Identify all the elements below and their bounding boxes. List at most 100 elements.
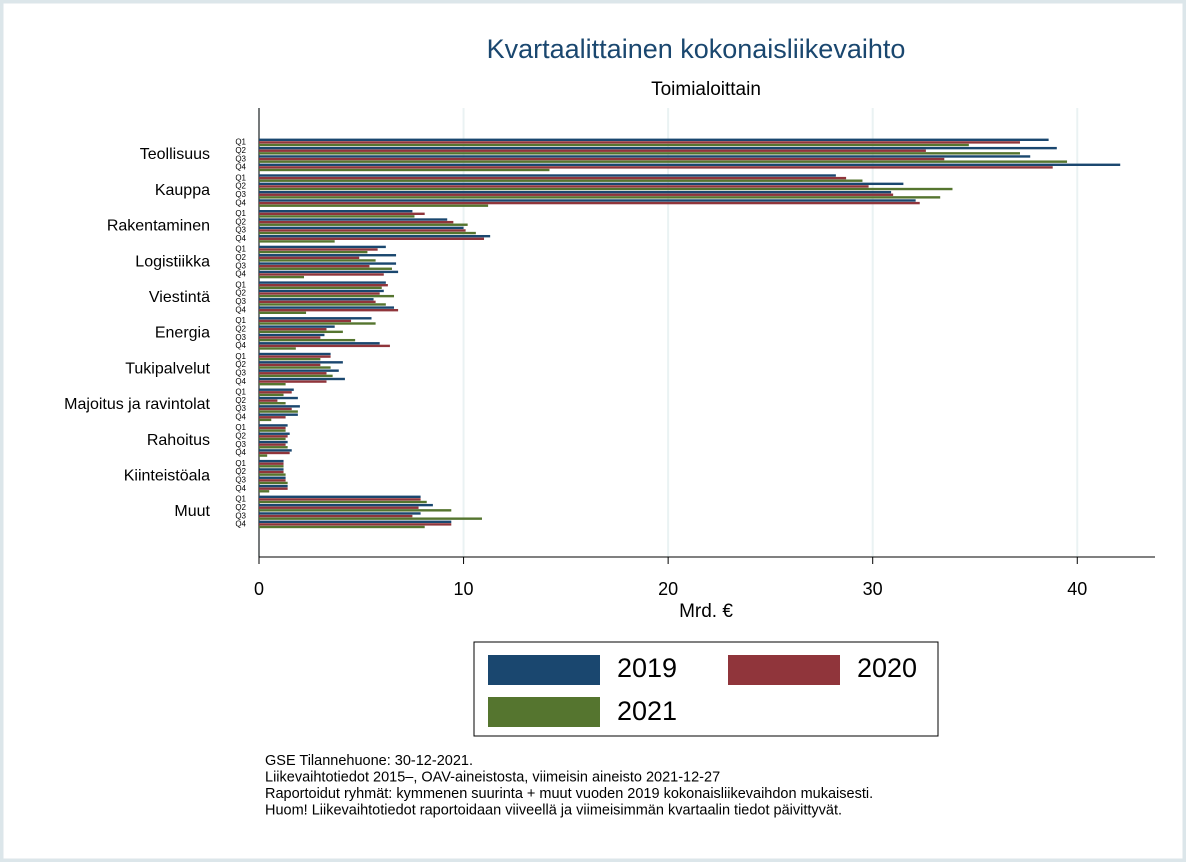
bar: [259, 426, 286, 430]
quarter-label: Q4: [235, 448, 246, 457]
bar: [259, 495, 421, 498]
quarter-label: Q2: [235, 182, 246, 191]
quarter-label: Q3: [235, 190, 246, 199]
bar: [259, 377, 345, 381]
quarter-label: Q2: [235, 217, 246, 226]
bar: [259, 449, 292, 452]
bar: [259, 303, 386, 306]
bar: [259, 215, 415, 218]
bar: [259, 229, 466, 232]
bar: [259, 163, 1121, 166]
quarter-label: Q4: [235, 520, 246, 529]
quarter-label: Q4: [235, 377, 246, 386]
bar: [259, 325, 335, 328]
group-label: Muut: [174, 503, 210, 520]
group-label: Rahoitus: [147, 432, 210, 449]
bar: [259, 418, 272, 422]
quarter-label: Q3: [235, 226, 246, 235]
quarter-label: Q1: [235, 423, 246, 432]
bar: [259, 138, 1049, 141]
quarter-label: Q2: [235, 324, 246, 333]
bar: [259, 514, 413, 518]
bar: [259, 481, 288, 485]
bar: [259, 336, 321, 339]
bar: [259, 462, 284, 465]
bar: [259, 503, 433, 507]
group-label: Energia: [155, 325, 210, 342]
bar: [259, 361, 343, 364]
bar: [259, 201, 920, 205]
bar: [259, 298, 374, 301]
bar: [259, 372, 327, 375]
bar: [259, 451, 290, 455]
group-label: Kauppa: [155, 182, 210, 199]
bar: [259, 212, 425, 215]
quarter-label: Q2: [235, 253, 246, 262]
bar: [259, 476, 286, 479]
note: Liikevaihtotiedot 2015–, OAV-aineistosta…: [265, 769, 720, 785]
bar: [259, 174, 836, 177]
bar: [259, 141, 1020, 144]
group-label: Logistiikka: [135, 253, 210, 270]
bar: [259, 143, 969, 147]
quarter-label: Q2: [235, 503, 246, 512]
quarter-label: Q2: [235, 146, 246, 155]
bar: [259, 328, 327, 331]
bar: [259, 393, 284, 397]
bar: [259, 490, 270, 493]
bar: [259, 333, 325, 337]
bar: [259, 399, 278, 402]
bar: [259, 443, 286, 446]
bar: [259, 300, 376, 304]
bar: [259, 187, 953, 191]
bar: [259, 380, 327, 383]
bar: [259, 437, 286, 441]
bar: [259, 234, 491, 238]
legend-label: 2019: [617, 653, 677, 683]
quarter-label: Q1: [235, 495, 246, 504]
quarter-label: Q3: [235, 154, 246, 163]
bar: [259, 220, 454, 224]
bar: [259, 248, 378, 251]
bar: [259, 179, 863, 182]
bar: [259, 292, 380, 295]
bar: [259, 352, 331, 356]
bar: [259, 281, 386, 284]
bar: [259, 193, 894, 196]
bar: [259, 407, 292, 411]
x-tick-label: 10: [454, 579, 474, 599]
bar: [259, 454, 268, 457]
bar: [259, 468, 284, 471]
bar: [259, 190, 892, 194]
bar: [259, 396, 298, 400]
bar: [259, 226, 464, 230]
bar: [259, 344, 390, 348]
bar: [259, 256, 360, 260]
bar: [259, 509, 452, 512]
bar: [259, 374, 333, 378]
bar: [259, 275, 305, 279]
quarter-label: Q1: [235, 245, 246, 254]
bar: [259, 317, 372, 320]
bar: [259, 155, 1031, 158]
bar: [259, 146, 1057, 150]
bar: [259, 382, 286, 386]
quarter-label: Q4: [235, 305, 246, 314]
legend-label: 2021: [617, 696, 677, 726]
quarter-label: Q2: [235, 432, 246, 441]
x-axis-label: Mrd. €: [679, 601, 733, 622]
quarter-label: Q1: [235, 352, 246, 361]
bar: [259, 176, 847, 180]
bar: [259, 262, 397, 265]
quarter-label: Q1: [235, 316, 246, 325]
bar: [259, 435, 288, 438]
bar: [259, 512, 421, 515]
group-label: Majoitus ja ravintolat: [64, 396, 210, 413]
bar: [259, 338, 356, 342]
bar: [259, 369, 339, 372]
x-tick-label: 0: [254, 579, 264, 599]
quarter-label: Q4: [235, 484, 246, 493]
bar: [259, 506, 419, 509]
